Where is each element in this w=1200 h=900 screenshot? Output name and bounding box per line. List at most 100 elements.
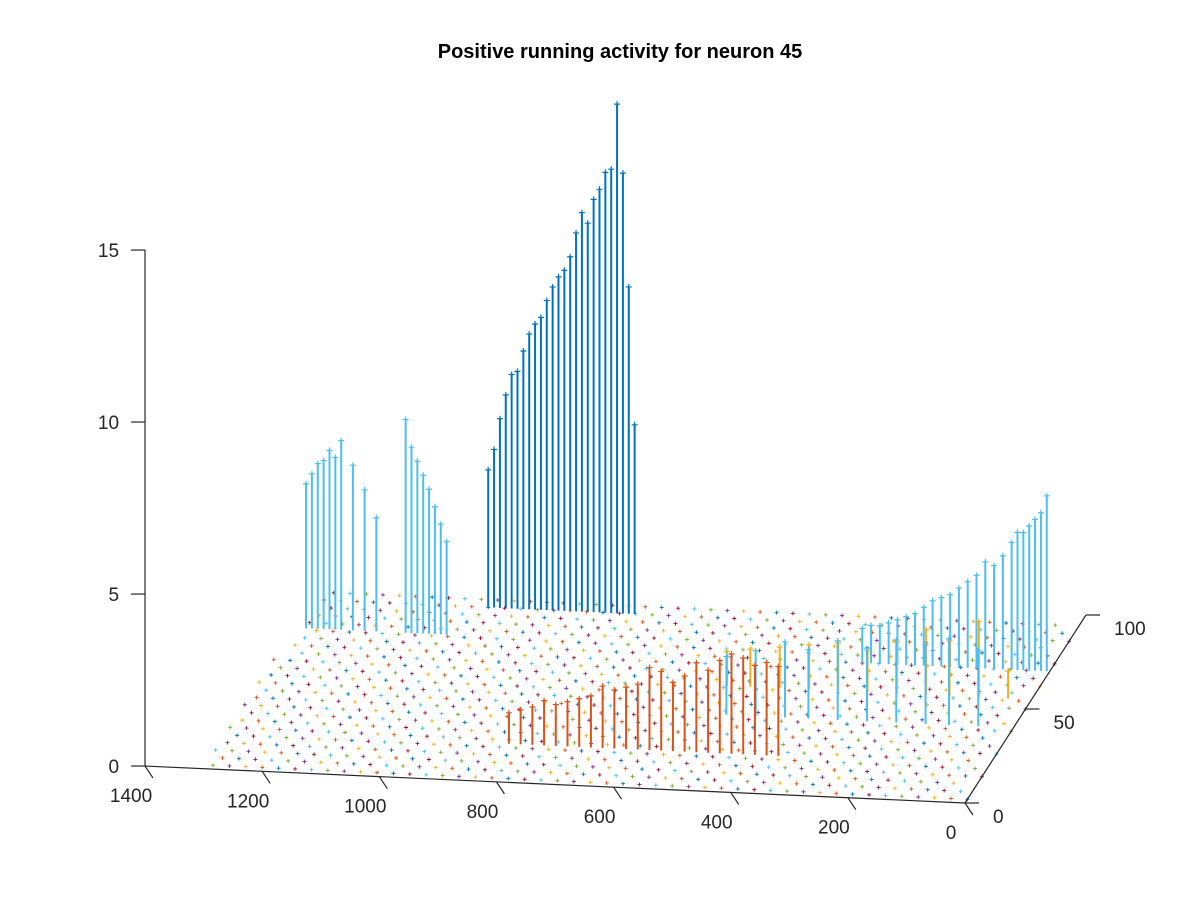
floor-marker xyxy=(438,750,443,755)
floor-marker xyxy=(727,755,732,760)
floor-marker xyxy=(572,740,577,745)
floor-marker xyxy=(772,711,777,716)
floor-marker xyxy=(776,633,781,638)
floor-marker xyxy=(961,750,966,755)
floor-marker xyxy=(647,651,652,656)
floor-marker xyxy=(430,718,434,723)
x-tick-mark xyxy=(495,781,505,795)
floor-marker xyxy=(1007,706,1012,711)
floor-marker xyxy=(366,615,371,620)
floor-marker xyxy=(496,660,501,665)
floor-marker xyxy=(588,780,593,785)
floor-marker xyxy=(375,731,380,736)
floor-marker xyxy=(406,625,411,630)
floor-marker xyxy=(459,673,464,678)
floor-marker xyxy=(923,764,928,769)
floor-marker xyxy=(574,764,579,769)
floor-marker xyxy=(1060,631,1065,636)
floor-marker xyxy=(594,602,599,607)
floor-marker xyxy=(582,710,587,715)
floor-marker xyxy=(486,729,491,734)
floor-marker xyxy=(853,629,858,634)
stem-marker xyxy=(876,622,883,629)
floor-marker xyxy=(780,680,785,685)
floor-marker xyxy=(969,720,974,725)
x-tick-mark xyxy=(378,776,388,789)
x-tick-label: 1000 xyxy=(344,797,386,818)
floor-marker xyxy=(466,767,471,772)
floor-marker xyxy=(482,767,487,772)
floor-marker xyxy=(242,702,247,707)
stem-marker xyxy=(716,657,723,664)
floor-marker xyxy=(617,735,622,740)
floor-marker xyxy=(843,660,848,665)
floor-marker xyxy=(830,620,835,625)
floor-marker xyxy=(679,691,684,696)
x-tick-label: 1400 xyxy=(110,786,152,807)
floor-marker xyxy=(448,742,453,747)
floor-marker xyxy=(794,657,799,662)
floor-marker xyxy=(293,643,298,648)
floor-marker xyxy=(382,616,387,621)
floor-marker xyxy=(670,660,675,665)
floor-marker xyxy=(552,693,557,698)
floor-marker xyxy=(405,748,410,753)
floor-marker xyxy=(591,617,596,622)
floor-marker xyxy=(400,764,405,769)
floor-marker xyxy=(480,659,485,664)
floor-marker xyxy=(883,669,888,674)
floor-marker xyxy=(666,737,671,742)
stem-marker xyxy=(496,415,503,422)
floor-marker xyxy=(257,680,262,685)
floor-marker xyxy=(739,624,744,629)
floor-marker xyxy=(728,778,733,783)
floor-marker xyxy=(424,649,429,654)
floor-marker xyxy=(801,789,806,794)
stem-marker xyxy=(608,166,615,173)
floor-marker xyxy=(855,653,860,658)
floor-marker xyxy=(640,620,645,625)
stem-marker xyxy=(922,641,929,648)
floor-marker xyxy=(678,629,683,634)
floor-marker xyxy=(829,682,834,687)
floor-marker xyxy=(715,615,720,620)
floor-marker xyxy=(851,753,856,758)
x-tick-mark xyxy=(964,802,974,816)
floor-marker xyxy=(650,697,655,702)
floor-marker xyxy=(424,772,429,777)
floor-marker xyxy=(318,760,323,765)
floor-marker xyxy=(699,738,704,743)
floor-marker xyxy=(272,719,277,724)
floor-marker xyxy=(750,640,755,645)
floor-marker xyxy=(952,634,957,639)
floor-marker xyxy=(734,724,739,729)
floor-marker xyxy=(337,660,342,665)
floor-marker xyxy=(675,730,680,735)
floor-marker xyxy=(814,705,819,710)
stem-marker xyxy=(619,170,626,177)
floor-marker xyxy=(555,654,560,659)
floor-marker xyxy=(841,675,846,680)
floor-marker xyxy=(818,751,823,756)
stem-marker xyxy=(631,421,638,428)
floor-marker xyxy=(837,628,842,633)
floor-marker xyxy=(711,692,716,697)
floor-marker xyxy=(652,721,657,726)
stem-marker xyxy=(920,604,927,611)
y-tick-label: 100 xyxy=(1114,619,1146,640)
floor-marker xyxy=(875,700,880,705)
floor-marker xyxy=(614,649,619,654)
floor-marker xyxy=(926,725,931,730)
floor-marker xyxy=(717,762,722,767)
floor-marker xyxy=(291,704,296,709)
floor-marker xyxy=(856,614,861,619)
floor-marker xyxy=(788,626,793,631)
stem-marker xyxy=(1043,492,1050,499)
floor-marker xyxy=(988,682,993,687)
floor-marker xyxy=(957,704,962,709)
floor-marker xyxy=(586,756,591,761)
floor-marker xyxy=(796,681,801,686)
floor-marker xyxy=(891,762,896,767)
floor-marker xyxy=(431,657,436,662)
